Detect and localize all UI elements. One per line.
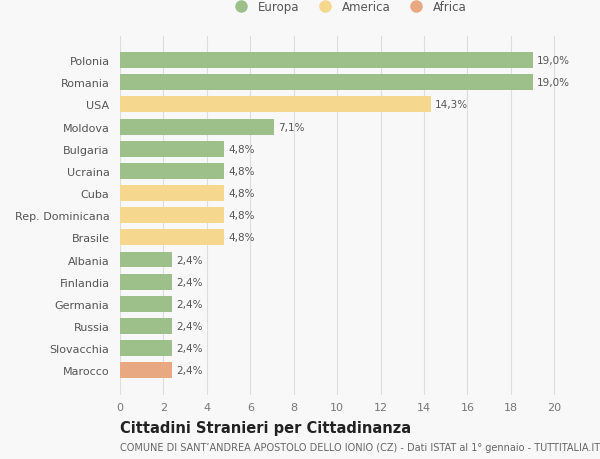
Bar (120, 208, 224, 224)
Text: 4,8%: 4,8% (228, 233, 254, 243)
Text: 2,4%: 2,4% (176, 277, 203, 287)
Text: 19,0%: 19,0% (536, 78, 569, 88)
Bar (120, 53, 533, 69)
Legend: Europa, America, Africa: Europa, America, Africa (224, 0, 472, 18)
Text: 2,4%: 2,4% (176, 321, 203, 331)
Bar (120, 230, 224, 246)
Text: 2,4%: 2,4% (176, 255, 203, 265)
Bar (120, 341, 172, 356)
Bar (120, 97, 431, 113)
Bar (120, 185, 224, 202)
Bar (120, 163, 224, 179)
Text: 4,8%: 4,8% (228, 145, 254, 154)
Text: 2,4%: 2,4% (176, 365, 203, 375)
Text: 4,8%: 4,8% (228, 211, 254, 221)
Bar (120, 274, 172, 290)
Bar (120, 363, 172, 379)
Text: 19,0%: 19,0% (536, 56, 569, 66)
Text: 7,1%: 7,1% (278, 122, 305, 132)
Bar (120, 252, 172, 268)
Text: 4,8%: 4,8% (228, 167, 254, 177)
Bar (120, 75, 533, 91)
Text: 2,4%: 2,4% (176, 299, 203, 309)
Bar (120, 141, 224, 157)
Bar (120, 319, 172, 334)
Text: 14,3%: 14,3% (434, 100, 467, 110)
Bar (120, 119, 274, 135)
Text: COMUNE DI SANT’ANDREA APOSTOLO DELLO IONIO (CZ) - Dati ISTAT al 1° gennaio - TUT: COMUNE DI SANT’ANDREA APOSTOLO DELLO ION… (120, 442, 600, 452)
Text: Cittadini Stranieri per Cittadinanza: Cittadini Stranieri per Cittadinanza (120, 420, 411, 435)
Text: 4,8%: 4,8% (228, 189, 254, 199)
Text: 2,4%: 2,4% (176, 343, 203, 353)
Bar (120, 296, 172, 312)
